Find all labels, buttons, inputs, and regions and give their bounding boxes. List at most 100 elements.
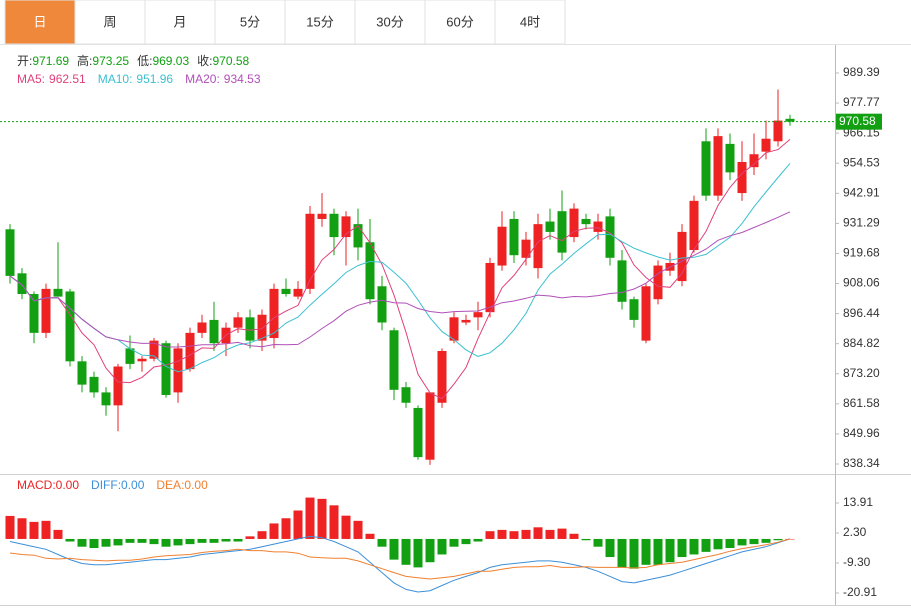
macd-bar — [569, 533, 579, 539]
tab-label[interactable]: 周 — [103, 14, 116, 29]
candle-body — [353, 224, 363, 248]
tab[interactable] — [214, 0, 286, 45]
macd-bar — [197, 538, 207, 543]
macd-bar — [209, 538, 219, 543]
tab[interactable] — [354, 0, 426, 45]
tab-label[interactable]: 5分 — [240, 14, 260, 29]
macd-bar — [353, 520, 363, 539]
ma-legend: MA5: 962.51 MA10: 951.96 MA20: 934.53 — [17, 72, 261, 86]
macd-bar — [425, 538, 435, 563]
macd-bar — [89, 538, 99, 548]
candle-body — [197, 322, 207, 333]
macd-bar — [665, 538, 675, 563]
tab-label[interactable]: 60分 — [446, 14, 473, 29]
candle-body — [65, 291, 75, 362]
candle-body — [173, 348, 183, 393]
macd-bar — [401, 538, 411, 565]
candle-body — [713, 136, 723, 196]
macd-bar — [437, 538, 447, 555]
candle-body — [425, 392, 435, 460]
candle-body — [41, 288, 51, 333]
macd-bar — [137, 538, 147, 543]
candle-body — [413, 407, 423, 458]
y-tick-label: 989.39 — [843, 65, 880, 79]
macd-bar — [689, 538, 699, 555]
candle-body — [653, 265, 663, 300]
candle-body — [401, 387, 411, 403]
y-tick-label: -9.30 — [843, 555, 871, 569]
candle-body — [581, 218, 591, 225]
candle-body — [113, 366, 123, 406]
y-tick-label: 873.20 — [843, 366, 880, 380]
tab-label[interactable]: 月 — [173, 14, 186, 29]
candle-body — [269, 288, 279, 339]
candle-body — [785, 118, 795, 122]
macd-bar — [29, 521, 39, 539]
macd-bar — [257, 531, 267, 539]
macd-bar — [113, 538, 123, 546]
ma-label: MA5: — [17, 72, 45, 86]
macd-bar — [485, 531, 495, 539]
candle-body — [305, 213, 315, 289]
candle-body — [629, 299, 639, 320]
y-tick-label: 861.58 — [843, 396, 880, 410]
macd-bar — [329, 505, 339, 539]
macd-bar — [341, 515, 351, 539]
macd-bar — [497, 529, 507, 539]
tab-label[interactable]: 日 — [33, 14, 46, 29]
macd-bar — [77, 538, 87, 547]
tab[interactable] — [494, 0, 566, 45]
tab[interactable] — [424, 0, 496, 45]
candle-body — [329, 213, 339, 238]
y-tick-label: 849.96 — [843, 426, 880, 440]
ma-value: 951.96 — [136, 72, 173, 86]
macd-bar — [725, 538, 735, 548]
candle-body — [557, 211, 567, 253]
macd-bar — [293, 510, 303, 539]
candle-body — [545, 221, 555, 232]
macd-bar — [173, 538, 183, 546]
tab[interactable] — [74, 0, 146, 45]
ma-line — [9, 211, 791, 348]
macd-bar — [461, 538, 471, 545]
tab-label[interactable]: 30分 — [376, 14, 403, 29]
candle-body — [365, 242, 375, 300]
candle-body — [521, 239, 531, 258]
ohlc-label: 收: — [197, 54, 212, 68]
candle-body — [293, 288, 303, 297]
tab[interactable] — [284, 0, 356, 45]
macd-bar — [641, 538, 651, 565]
tab[interactable] — [4, 0, 76, 45]
y-tick-label: 919.68 — [843, 246, 880, 260]
macd-bar — [5, 515, 15, 539]
candle-body — [497, 226, 507, 266]
ma-line — [9, 139, 791, 400]
tab[interactable] — [144, 0, 216, 45]
candle-body — [317, 213, 327, 219]
macd-bar — [713, 538, 723, 550]
macd-bar — [617, 538, 627, 568]
macd-label: MACD: — [17, 478, 56, 492]
macd-bar — [773, 538, 783, 541]
macd-bar — [449, 538, 459, 547]
macd-bar — [317, 498, 327, 539]
candle-body — [569, 208, 579, 238]
macd-bar — [653, 538, 663, 565]
candle-body — [233, 317, 243, 328]
macd-bar — [545, 529, 555, 539]
candle-body — [593, 221, 603, 232]
tab-label[interactable]: 4时 — [520, 14, 540, 29]
tab-label[interactable]: 15分 — [306, 14, 333, 29]
diff-line — [9, 535, 791, 593]
macd-bar — [41, 520, 51, 539]
candle-body — [461, 319, 471, 323]
macd-bar — [101, 538, 111, 547]
macd-bar — [557, 528, 567, 539]
ma-label: MA20: — [185, 72, 220, 86]
candle-body — [245, 317, 255, 341]
last-price-box — [836, 113, 882, 130]
candle-body — [749, 154, 759, 168]
candle-body — [389, 330, 399, 390]
